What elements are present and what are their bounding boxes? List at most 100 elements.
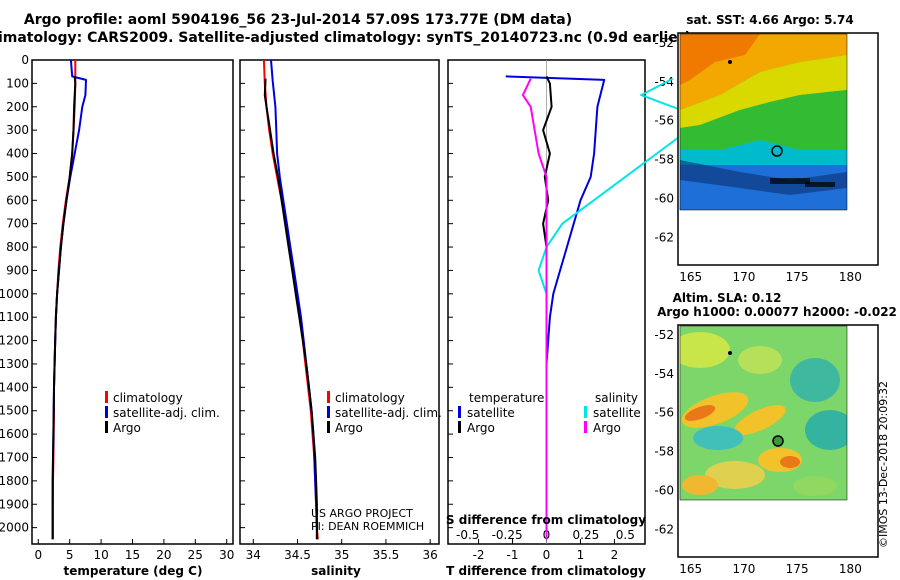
difference-series-salinity-argo (521, 78, 548, 540)
sla-heatmap (680, 326, 847, 500)
salinity-xtick-label: 35 (334, 548, 349, 562)
sst-lon-tick-label: 175 (786, 270, 809, 284)
temperature-xtick-label: 5 (66, 548, 74, 562)
legend-argo-label: Argo (113, 421, 141, 435)
temperature-ytick-label: 300 (6, 123, 29, 137)
temperature-ytick-label: 600 (6, 193, 29, 207)
temperature-ytick-label: 1100 (0, 310, 29, 324)
s-difference-axis-label: S difference from climatology (446, 513, 646, 527)
temperature-legend: climatology satellite-adj. clim. Argo (105, 391, 220, 435)
sst-lat-tick-label: -60 (654, 192, 674, 206)
sla-lat-tick-label: -62 (654, 523, 674, 537)
sla-lon-tick-label: 165 (679, 562, 702, 576)
legend-climatology-swatch (105, 391, 108, 403)
legend-satellite-swatch (105, 406, 108, 418)
sst-lon-tick-label: 180 (839, 270, 862, 284)
difference-top-xtick-label: 0.5 (616, 528, 635, 542)
temperature-axis-label: temperature (deg C) (64, 564, 203, 578)
temperature-ytick-label: 500 (6, 170, 29, 184)
sla-map-title: Altim. SLA: 0.12 (673, 291, 782, 305)
salinity-xtick-label: 36 (423, 548, 438, 562)
sst-heatmap (680, 34, 847, 210)
temperature-xtick-label: 25 (188, 548, 203, 562)
difference-top-xtick-label: -0.5 (456, 528, 479, 542)
legend-climatology-swatch (327, 391, 330, 403)
temperature-ytick-label: 1000 (0, 287, 29, 301)
legend-salinity-title: salinity (595, 391, 638, 405)
temperature-ytick-label: 800 (6, 240, 29, 254)
figure-title-line1: Argo profile: aoml 5904196_56 23-Jul-201… (24, 12, 572, 28)
imos-credit: ©IMOS 13-Dec-2018 20:09:32 (877, 381, 890, 548)
temperature-ytick-label: 2000 (0, 521, 29, 535)
temperature-ytick-label: 100 (6, 76, 29, 90)
temperature-ytick-label: 1500 (0, 404, 29, 418)
temperature-xtick-label: 0 (34, 548, 42, 562)
legend-argo-swatch (105, 421, 108, 433)
temperature-ytick-label: 1800 (0, 474, 29, 488)
sla-lon-tick-label: 175 (786, 562, 809, 576)
sst-lat-tick-label: -62 (654, 231, 674, 245)
difference-xtick-label: -1 (507, 548, 519, 562)
sst-map-title: sat. SST: 4.66 Argo: 5.74 (686, 13, 853, 27)
sla-lat-tick-label: -54 (654, 367, 674, 381)
salinity-xtick-label: 34 (246, 548, 261, 562)
temperature-xtick-label: 15 (125, 548, 140, 562)
project-annotation: US ARGO PROJECT (311, 507, 413, 520)
legend-temp-satellite-swatch (458, 406, 461, 418)
temperature-plot-frame (31, 59, 234, 545)
salinity-axis-label: salinity (311, 564, 361, 578)
sla-lon-tick-label: 170 (732, 562, 755, 576)
sla-lat-tick-label: -56 (654, 406, 674, 420)
sst-lat-tick-label: -56 (654, 114, 674, 128)
temperature-ytick-label: 1400 (0, 380, 29, 394)
float-position-marker (772, 435, 784, 447)
sst-lat-tick-label: -52 (654, 36, 674, 50)
salinity-legend: climatology satellite-adj. clim. Argo US… (311, 391, 442, 533)
temperature-ytick-label: 1200 (0, 334, 29, 348)
temperature-xtick-label: 10 (93, 548, 108, 562)
legend-sal-argo-label: Argo (593, 421, 621, 435)
difference-xtick-label: 2 (611, 548, 619, 562)
sst-lat-tick-label: -58 (654, 153, 674, 167)
salinity-xtick-label: 35.5 (373, 548, 400, 562)
legend-satellite-label: satellite-adj. clim. (113, 406, 220, 420)
sst-lon-tick-label: 165 (679, 270, 702, 284)
legend-temperature-title: temperature (469, 391, 544, 405)
prior-position-marker (728, 351, 732, 355)
t-difference-axis-label: T difference from climatology (446, 564, 646, 578)
legend-satellite-label: satellite-adj. clim. (335, 406, 442, 420)
sla-lon-tick-label: 180 (839, 562, 862, 576)
legend-argo-swatch (327, 421, 330, 433)
temperature-ytick-label: 700 (6, 217, 29, 231)
prior-position-marker (728, 60, 732, 64)
salinity-plot-frame (239, 59, 440, 545)
temperature-ytick-label: 1600 (0, 427, 29, 441)
temperature-series-argo (51, 76, 77, 540)
difference-legend: temperature satellite Argo salinity sate… (458, 391, 641, 435)
temperature-xtick-label: 20 (156, 548, 171, 562)
difference-xtick-label: 1 (577, 548, 585, 562)
temperature-xtick-label: 30 (219, 548, 234, 562)
temperature-ytick-label: 900 (6, 263, 29, 277)
difference-top-xtick-label: -0.25 (492, 528, 523, 542)
legend-temp-argo-label: Argo (467, 421, 495, 435)
legend-argo-label: Argo (335, 421, 363, 435)
sla-lat-tick-label: -52 (654, 328, 674, 342)
figure-title-line2: Climatology: CARS2009. Satellite-adjuste… (0, 30, 691, 46)
temperature-ytick-label: 1300 (0, 357, 29, 371)
legend-sal-satellite-label: satellite (593, 406, 641, 420)
legend-satellite-swatch (327, 406, 330, 418)
sla-lat-tick-label: -60 (654, 484, 674, 498)
sla-lat-tick-label: -58 (654, 445, 674, 459)
difference-xtick-label: -2 (473, 548, 485, 562)
temperature-ytick-label: 200 (6, 100, 29, 114)
temperature-ytick-label: 1900 (0, 497, 29, 511)
salinity-xtick-label: 34.5 (284, 548, 311, 562)
difference-xtick-label: 0 (543, 548, 551, 562)
salinity-series-argo (263, 78, 318, 540)
legend-temp-argo-swatch (458, 421, 461, 433)
sst-lon-tick-label: 170 (732, 270, 755, 284)
legend-sal-satellite-swatch (584, 406, 587, 418)
pi-annotation: PI: DEAN ROEMMICH (311, 520, 424, 533)
